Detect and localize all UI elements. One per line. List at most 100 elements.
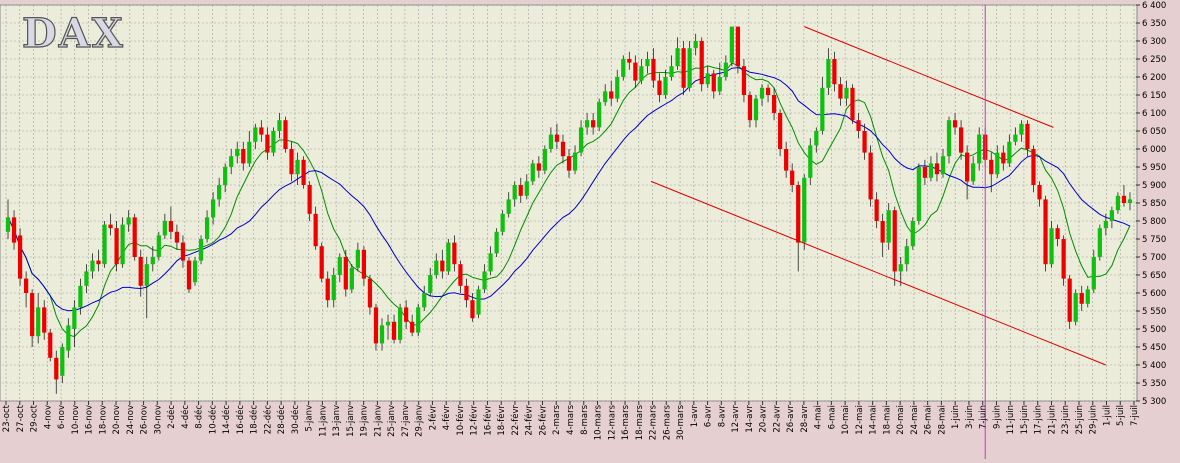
y-tick-label: 5 700 [1142, 253, 1166, 263]
candle [814, 127, 819, 153]
candle [108, 213, 113, 236]
x-tick-label: 26-avr [786, 405, 796, 433]
candle-body [753, 98, 759, 121]
candle [518, 177, 523, 203]
candle-body [506, 199, 511, 214]
candle-body [379, 325, 385, 344]
candle-body [518, 185, 523, 196]
x-tick-label: 29-oct [30, 404, 40, 432]
candle-body [494, 231, 499, 254]
candle [548, 127, 554, 153]
candle-body [548, 134, 554, 149]
candle-body [584, 120, 590, 128]
candle [138, 249, 143, 297]
candle [11, 210, 17, 250]
candle-body [880, 221, 885, 243]
candle-body [223, 167, 228, 185]
candle-body [1037, 185, 1042, 200]
candle-body [560, 141, 566, 157]
candle [989, 152, 994, 193]
x-tick-label: 8-déc [194, 405, 205, 429]
candle [536, 156, 541, 178]
candle-body [446, 242, 451, 272]
candle [488, 246, 493, 275]
x-tick-label: 22-mars [649, 404, 659, 440]
candle-body [934, 163, 940, 175]
x-tick-label: 10-févr [455, 405, 466, 436]
candle [880, 213, 885, 257]
candle [397, 303, 403, 344]
candle-body [391, 321, 397, 340]
candle [162, 213, 167, 239]
candle [669, 55, 674, 81]
candle-body [591, 120, 596, 128]
candle [723, 55, 728, 81]
y-tick-label: 5 600 [1142, 289, 1166, 299]
candle [132, 213, 137, 261]
candle-body [711, 73, 716, 92]
candle-body [36, 307, 41, 337]
candle [96, 249, 101, 272]
candle-body [790, 170, 795, 185]
candle-body [802, 177, 807, 243]
candle [874, 192, 879, 229]
candle [301, 156, 306, 189]
candle [995, 145, 1000, 178]
candle-body [554, 134, 560, 142]
x-tick-label: 7-juil [1130, 405, 1140, 426]
candle-body [313, 213, 318, 247]
candle-body [669, 66, 674, 77]
candle-body [210, 199, 216, 218]
candle [30, 289, 35, 347]
candle [1031, 145, 1036, 193]
candle-body [916, 167, 921, 221]
candle-body [54, 357, 59, 380]
candle [36, 293, 41, 344]
candle [904, 239, 909, 272]
candle [289, 141, 294, 182]
x-tick-label: 22-avr [772, 405, 782, 433]
candle [385, 314, 391, 340]
y-tick-label: 5 750 [1142, 235, 1166, 245]
candle [235, 141, 240, 164]
x-tick-label: 30-mars [676, 404, 686, 440]
x-tick-label: 21-juin [1047, 405, 1057, 434]
candle [482, 264, 487, 293]
candle [277, 113, 282, 139]
candle [958, 120, 964, 160]
candle-body [162, 221, 167, 236]
candle-body [1007, 141, 1012, 164]
candle-body [265, 134, 270, 153]
candle [5, 199, 11, 239]
x-tick-label: 18-nov [98, 405, 108, 435]
x-tick-label: 17-juin [1034, 405, 1044, 434]
candle [621, 55, 626, 81]
candle-body [747, 95, 753, 121]
candle-body [253, 127, 258, 142]
candle-body [30, 293, 35, 337]
candle [1013, 127, 1018, 146]
candle-body [343, 257, 348, 290]
candle-body [1049, 228, 1054, 265]
candle [1067, 275, 1072, 329]
candle [428, 267, 433, 297]
x-tick-label: 11-janv [318, 405, 328, 437]
candle-body [114, 228, 119, 265]
x-tick-label: 1-juil [1102, 405, 1112, 426]
candle [784, 141, 789, 178]
candle [916, 163, 921, 225]
candle [168, 206, 173, 239]
x-tick-label: 23-oct [2, 404, 12, 432]
candle-body [192, 260, 198, 283]
candle-body [862, 131, 867, 153]
candle-body [180, 242, 186, 261]
candle [325, 271, 330, 308]
candle [1103, 213, 1108, 236]
candle [663, 69, 668, 99]
candle [928, 156, 934, 182]
candle [699, 37, 704, 92]
candle [1073, 289, 1078, 326]
x-tick-label: 1-avr [690, 405, 700, 428]
candle [355, 242, 360, 272]
candle-body [639, 66, 644, 81]
